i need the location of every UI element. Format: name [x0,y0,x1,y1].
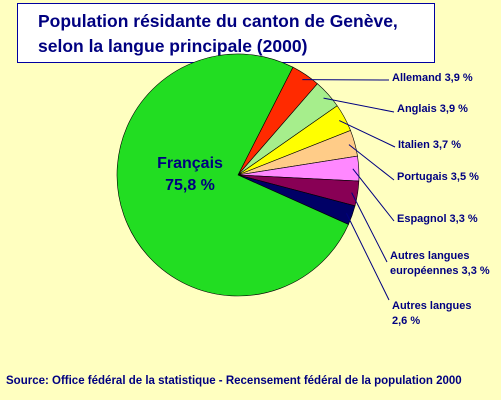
chart-title-line-1: Population résidante du canton de Genève… [38,11,398,31]
slice-label-espagnol: Espagnol 3,3 % [397,213,478,225]
slice-label-autres-langues: Autres langues 2,6 % [392,299,471,329]
chart-title-line-2: selon la langue principale (2000) [38,36,308,56]
chart-source: Source: Office fédéral de la statistique… [6,375,462,387]
chart-title-box: Population résidante du canton de Genève… [17,3,435,63]
slice-label-francais: Français 75,8 % [140,153,240,197]
slice-label-francais-value: 75,8 % [165,177,215,194]
slice-label-portugais: Portugais 3,5 % [397,171,479,183]
leader-line-italien [339,120,396,148]
slice-label-autres-europeennes: Autres langues européennes 3,3 % [390,249,490,279]
slice-label-anglais: Anglais 3,9 % [397,103,468,115]
slice-label-autres-europeennes-line-2: européennes 3,3 % [390,265,490,277]
slice-francais [116,53,349,297]
leader-line-anglais [323,97,395,113]
slice-label-autres-langues-line-2: 2,6 % [392,315,421,327]
slice-label-autres-langues-line-1: Autres langues [392,300,472,312]
leader-line-autres-langues [345,213,390,301]
slice-label-italien: Italien 3,7 % [398,139,461,151]
leader-line-portugais [348,144,395,181]
leader-line-espagnol [352,168,395,222]
slice-label-francais-name: Français [157,155,223,172]
slice-label-allemand: Allemand 3,9 % [392,72,473,84]
leader-line-autres-europeennes [351,192,388,263]
slice-label-autres-europeennes-line-1: Autres langues [390,250,470,262]
